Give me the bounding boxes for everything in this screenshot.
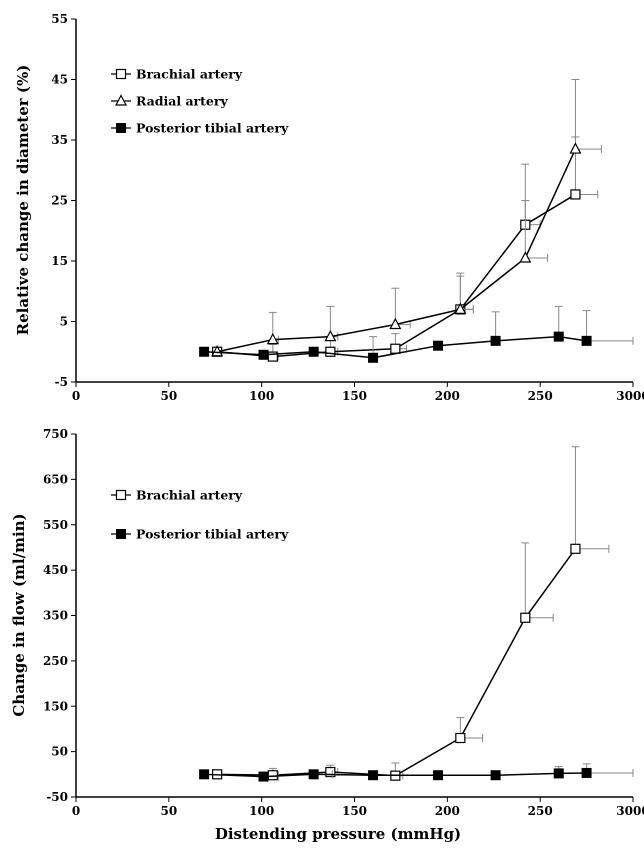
x-tick-label: 50 [160,804,177,818]
legend-item: Posterior tibial artery [111,121,289,136]
x-tick-label: 200 [435,804,460,818]
data-point [199,769,210,780]
y-tick-label: 650 [43,472,68,486]
series-line [217,193,576,358]
x-tick-label: 3000 [616,804,644,818]
x-tick-label: 250 [528,804,553,818]
data-point [570,543,581,554]
y-tick-label: 450 [43,563,68,577]
series-1 [212,136,599,362]
data-point [308,346,319,357]
y-tick-label: 250 [43,654,68,668]
y-tick-label: 55 [51,12,68,26]
legend-label: Radial artery [136,94,228,109]
legend-marker [115,94,127,106]
series-1 [212,446,610,781]
legend-marker [115,489,127,501]
y-tick-label: 550 [43,518,68,532]
data-marks [199,446,634,782]
y-tick-label: -50 [46,790,68,804]
y-tick-label: 15 [51,254,68,268]
data-point [325,346,336,357]
x-tick-label: 150 [342,389,367,403]
data-point [368,352,379,363]
y-tick-label: 150 [43,699,68,713]
y-tick-label: 35 [51,133,68,147]
legend: Brachial artery Radial artery Posterior ti… [111,67,289,136]
data-marks [199,79,634,363]
legend-item: Radial artery [111,94,228,109]
legend-item: Brachial artery [111,488,243,503]
series-line [204,335,587,359]
legend-marker [116,123,126,133]
legend-item: Posterior tibial artery [111,527,289,542]
data-point [199,346,210,357]
series-2 [211,79,602,357]
data-point [389,317,402,330]
legend-label: Brachial artery [136,67,243,82]
data-point [325,766,336,778]
diameter-chart: Relative change in diameter (%) 0 50 100 15… [14,12,644,403]
data-point [519,251,532,263]
y-axis-title: Relative change in diameter (%) [14,65,32,336]
data-point [258,349,269,360]
data-point [490,335,501,346]
legend-marker [116,529,126,539]
data-point [324,329,337,342]
data-point [308,769,319,780]
y-axis-title: Change in flow (ml/min) [10,513,28,716]
legend-label: Brachial artery [136,488,243,503]
data-point [581,767,592,778]
x-tick-label: 3000 [616,389,644,403]
data-point [581,335,592,346]
y-tick-label: 25 [51,194,68,208]
legend-item: Brachial artery [111,67,243,82]
data-point [553,331,564,342]
x-tick-label: 100 [249,389,274,403]
series-3 [199,305,634,363]
y-tick-label: -5 [55,375,68,389]
series-line [204,772,587,778]
y-tick-label: 45 [51,73,68,87]
x-axis-title: Distending pressure (mmHg) [215,825,461,843]
x-tick-label: 250 [528,389,553,403]
data-point [390,343,401,354]
data-point [490,770,501,781]
data-point [433,340,444,351]
flow-chart: Change in flow (ml/min) Distending press… [10,427,644,843]
data-point [570,189,581,200]
data-point [520,612,531,623]
y-tick-label: 750 [43,427,68,441]
x-tick-label: 50 [160,389,177,403]
legend: Brachial artery Posterior tibial artery [111,488,289,542]
y-tick-label: 5 [60,315,68,329]
data-point [211,344,224,357]
legend-marker [115,68,127,80]
data-point [368,770,379,781]
x-tick-label: 200 [435,389,460,403]
ticks: 0 50 100 150 200 250 3000 -50 50 150 250 350 450 550 6… [43,427,644,818]
data-point [266,332,279,345]
data-point [433,770,444,781]
x-tick-label: 100 [249,804,274,818]
x-tick-label: 0 [72,804,80,818]
data-point [454,302,467,314]
x-tick-label: 0 [72,389,80,403]
data-point [553,768,564,779]
legend-label: Posterior tibial artery [136,527,289,542]
data-point [267,770,278,781]
y-tick-label: 50 [51,745,68,759]
series-2 [199,763,634,782]
data-point [455,732,466,744]
series-line [217,548,577,777]
x-tick-label: 150 [342,804,367,818]
data-point [569,142,582,154]
ticks: 0 50 100 150 200 250 3000 -5 5 15 25 35 45 55 [51,12,644,403]
legend-label: Posterior tibial artery [136,121,289,136]
data-point [258,771,269,782]
y-tick-label: 350 [43,609,68,623]
